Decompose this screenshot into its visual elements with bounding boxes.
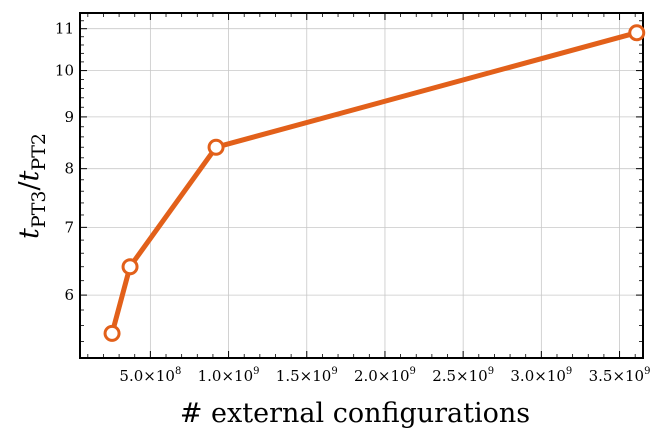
x-tick-base: 10 — [156, 367, 175, 385]
y-tick-label: 6 — [64, 286, 74, 304]
y-tick-label: 11 — [55, 20, 74, 38]
x-tick-mantissa: 2.0 — [354, 367, 378, 385]
x-tick-label: 1.5×109 — [276, 366, 338, 385]
x-tick-exponent: 9 — [253, 366, 259, 377]
grid-lines — [80, 13, 643, 358]
x-tick-label: 5.0×108 — [119, 366, 181, 385]
data-point — [207, 138, 225, 156]
x-tick-base: 10 — [625, 367, 644, 385]
x-tick-times: × — [221, 367, 234, 385]
data-point — [628, 24, 646, 42]
x-tick-times: × — [378, 367, 391, 385]
y-tick-label: 8 — [64, 160, 74, 178]
x-tick-label: 2.5×109 — [432, 366, 494, 385]
y-axis-title-sub1: PT3 — [28, 191, 50, 229]
y-tick-label: 10 — [55, 62, 74, 80]
x-tick-exponent: 8 — [175, 366, 181, 377]
x-tick-exponent: 9 — [644, 366, 650, 377]
y-axis-title-slash: / — [14, 181, 45, 191]
y-tick-labels: 6 7 8 9 10 11 — [55, 20, 74, 304]
data-point — [103, 324, 121, 342]
y-axis-title: tPT3/tPT2 — [14, 133, 50, 239]
data-point — [121, 258, 139, 276]
y-axis-title-t2: t — [14, 170, 45, 181]
x-tick-label: 3.0×109 — [510, 366, 572, 385]
x-tick-mantissa: 3.0 — [510, 367, 534, 385]
x-tick-label: 2.0×109 — [354, 366, 416, 385]
x-tick-mantissa: 5.0 — [119, 367, 143, 385]
x-tick-mantissa: 1.5 — [276, 367, 300, 385]
y-axis-title-t1: t — [14, 228, 45, 239]
x-axis-title: # external configurations — [180, 398, 530, 429]
x-tick-times: × — [456, 367, 469, 385]
x-tick-exponent: 9 — [566, 366, 572, 377]
x-tick-base: 10 — [547, 367, 566, 385]
x-tick-labels: 5.0×108 1.0×109 1.5×109 2.0×109 2.5×109 3.0×1… — [119, 366, 650, 385]
x-tick-base: 10 — [312, 367, 331, 385]
x-tick-base: 10 — [469, 367, 488, 385]
x-tick-exponent: 9 — [331, 366, 337, 377]
x-tick-label: 1.0×109 — [198, 366, 260, 385]
x-tick-times: × — [300, 367, 313, 385]
x-tick-times: × — [143, 367, 156, 385]
x-tick-exponent: 9 — [488, 366, 494, 377]
x-tick-label: 3.5×109 — [589, 366, 651, 385]
data-series — [103, 24, 646, 342]
y-axis-title-sub2: PT2 — [28, 133, 50, 171]
y-tick-label: 9 — [64, 108, 74, 126]
x-tick-exponent: 9 — [410, 366, 416, 377]
x-tick-mantissa: 3.5 — [589, 367, 613, 385]
x-tick-base: 10 — [234, 367, 253, 385]
axis-ticks — [80, 12, 643, 359]
x-tick-times: × — [612, 367, 625, 385]
series-line — [109, 30, 640, 336]
x-tick-mantissa: 1.0 — [198, 367, 222, 385]
x-tick-mantissa: 2.5 — [432, 367, 456, 385]
plot-frame — [79, 12, 644, 359]
y-tick-label: 7 — [64, 218, 74, 236]
x-tick-base: 10 — [390, 367, 409, 385]
x-tick-times: × — [534, 367, 547, 385]
